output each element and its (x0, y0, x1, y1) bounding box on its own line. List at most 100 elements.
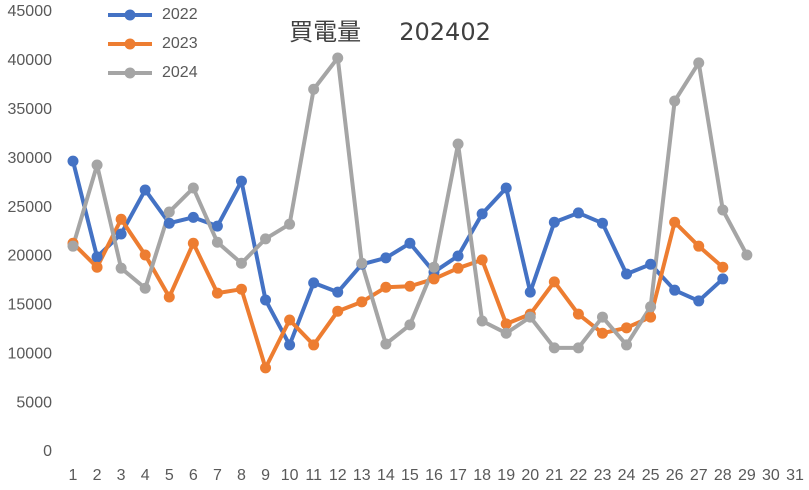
x-tick-label: 31 (786, 467, 804, 484)
data-point (380, 281, 392, 293)
data-point (91, 261, 103, 273)
x-tick-label: 25 (642, 467, 660, 484)
x-tick-label: 4 (141, 467, 150, 484)
data-point (500, 318, 512, 330)
data-point (428, 261, 440, 273)
chart-title: 買電量 202402 (289, 18, 491, 46)
data-point (187, 182, 199, 194)
legend-marker (124, 38, 136, 50)
data-point (67, 155, 79, 167)
x-tick-label: 6 (189, 467, 198, 484)
data-point (115, 262, 127, 274)
y-tick-label: 10000 (8, 345, 53, 362)
y-tick-label: 45000 (8, 3, 53, 20)
data-point (500, 327, 512, 339)
data-point (332, 305, 344, 317)
x-tick-label: 20 (521, 467, 539, 484)
data-point (741, 249, 753, 261)
data-point (260, 233, 272, 245)
series-line (71, 160, 725, 347)
x-tick-label: 16 (425, 467, 443, 484)
data-point (211, 287, 223, 299)
data-point (404, 237, 416, 249)
x-tick-label: 2 (93, 467, 102, 484)
data-point (596, 327, 608, 339)
data-point (404, 319, 416, 331)
x-tick-label: 19 (497, 467, 515, 484)
data-point (308, 339, 320, 351)
x-tick-label: 21 (545, 467, 563, 484)
data-point (235, 283, 247, 295)
x-tick-label: 3 (117, 467, 126, 484)
data-point (284, 339, 296, 351)
data-point (332, 52, 344, 64)
x-tick-label: 23 (594, 467, 612, 484)
data-point (308, 277, 320, 289)
x-tick-label: 11 (305, 467, 322, 484)
data-point (693, 240, 705, 252)
data-point (572, 342, 584, 354)
data-point (669, 95, 681, 107)
data-point (524, 286, 536, 298)
x-tick-label: 29 (738, 467, 756, 484)
data-point (548, 276, 560, 288)
data-point (621, 339, 633, 351)
y-tick-label: 5000 (16, 394, 52, 411)
data-point (476, 208, 488, 220)
data-point (452, 250, 464, 262)
y-tick-label: 20000 (8, 248, 53, 265)
data-point (187, 211, 199, 223)
x-tick-label: 22 (570, 467, 588, 484)
x-tick-label: 7 (213, 467, 222, 484)
data-point (211, 236, 223, 248)
data-point (452, 262, 464, 274)
data-point (211, 220, 223, 232)
data-point (669, 284, 681, 296)
data-point (91, 251, 103, 263)
x-tick-label: 15 (401, 467, 419, 484)
data-point (621, 322, 633, 334)
data-point (163, 217, 175, 229)
data-point (693, 57, 705, 69)
data-point (548, 342, 560, 354)
x-tick-label: 8 (237, 467, 246, 484)
data-point (717, 204, 729, 216)
data-point (115, 213, 127, 225)
data-point (380, 252, 392, 264)
data-point (163, 291, 175, 303)
y-tick-label: 40000 (8, 52, 53, 69)
y-tick-label: 25000 (8, 199, 53, 216)
legend-label: 2022 (162, 6, 198, 23)
data-point (548, 216, 560, 228)
data-point (404, 280, 416, 292)
data-point (284, 218, 296, 230)
x-tick-label: 13 (353, 467, 371, 484)
data-point (428, 273, 440, 285)
data-point (621, 268, 633, 280)
data-point (187, 237, 199, 249)
legend-label: 2024 (162, 64, 198, 81)
x-tick-label: 24 (618, 467, 636, 484)
data-point (356, 296, 368, 308)
data-point (139, 282, 151, 294)
data-point (380, 338, 392, 350)
x-tick-label: 18 (473, 467, 491, 484)
x-tick-label: 5 (165, 467, 174, 484)
y-tick-label: 30000 (8, 150, 53, 167)
data-point (669, 216, 681, 228)
data-point (596, 311, 608, 323)
x-tick-label: 28 (714, 467, 732, 484)
legend-label: 2023 (162, 35, 198, 52)
data-point (139, 184, 151, 196)
data-point (235, 175, 247, 187)
data-point (308, 83, 320, 95)
data-point (476, 315, 488, 327)
data-point (139, 249, 151, 261)
data-point (693, 295, 705, 307)
x-tick-label: 10 (281, 467, 299, 484)
y-tick-label: 35000 (8, 101, 53, 118)
data-point (284, 314, 296, 326)
data-point (476, 254, 488, 266)
data-point (67, 240, 79, 252)
